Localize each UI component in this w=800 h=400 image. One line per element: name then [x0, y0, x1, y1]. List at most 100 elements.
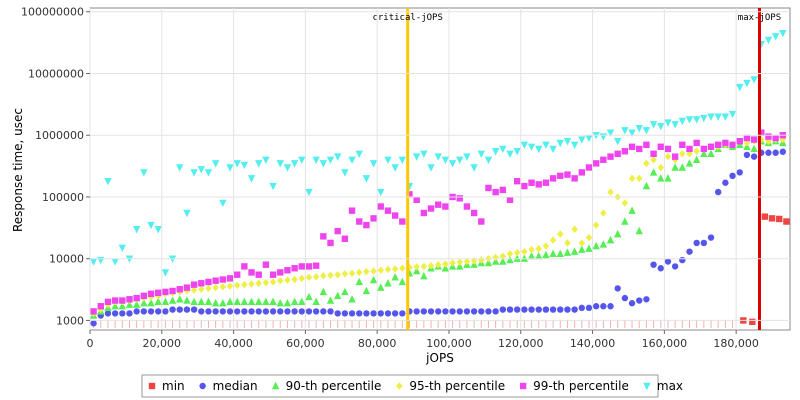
point-99-th-percentile	[140, 292, 148, 300]
point-max	[477, 150, 485, 159]
point-max	[161, 269, 170, 277]
point-median	[621, 294, 629, 302]
point-99-th-percentile	[628, 143, 636, 150]
point-99-th-percentile	[542, 179, 550, 186]
point-max	[219, 199, 227, 208]
point-99-th-percentile	[90, 308, 97, 315]
point-median	[485, 308, 492, 315]
point-99-th-percentile	[413, 196, 420, 203]
point-max	[384, 156, 392, 164]
point-99-th-percentile	[370, 215, 377, 222]
point-median	[600, 303, 607, 310]
point-95-th-percentile	[650, 156, 657, 164]
point-99-th-percentile	[578, 169, 585, 176]
point-median	[212, 308, 219, 315]
point-95-th-percentile	[442, 260, 449, 268]
point-min	[761, 213, 769, 220]
point-95-th-percentile	[391, 265, 399, 273]
point-99-th-percentile	[614, 150, 621, 158]
point-95-th-percentile	[312, 273, 320, 281]
point-90-th-percentile	[290, 297, 299, 306]
point-99-th-percentile	[348, 207, 356, 214]
point-99-th-percentile	[636, 145, 643, 153]
point-median	[198, 308, 205, 315]
point-median	[190, 306, 198, 313]
reference-lines: critical-jOPS max-jOPS	[372, 8, 781, 330]
point-max	[197, 166, 205, 174]
point-95-th-percentile	[628, 174, 636, 183]
point-median	[176, 306, 183, 313]
point-max	[247, 175, 256, 183]
point-max	[226, 164, 234, 172]
point-99-th-percentile	[255, 271, 262, 278]
point-99-th-percentile	[205, 278, 212, 286]
point-99-th-percentile	[772, 134, 779, 142]
point-99-th-percentile	[485, 184, 492, 192]
point-max	[319, 160, 328, 168]
point-median	[578, 304, 585, 312]
point-max	[736, 83, 744, 92]
point-max	[255, 160, 263, 168]
point-99-th-percentile	[521, 182, 528, 190]
point-95-th-percentile	[513, 249, 521, 257]
point-median	[492, 308, 499, 315]
point-90-th-percentile	[700, 149, 708, 158]
point-99-th-percentile	[119, 297, 126, 304]
point-90-th-percentile	[556, 249, 564, 258]
point-max	[570, 141, 579, 149]
series-max	[89, 29, 787, 277]
point-max	[290, 160, 299, 168]
point-90-th-percentile	[204, 297, 213, 306]
point-99-th-percentile	[664, 145, 672, 153]
point-median	[341, 310, 349, 317]
legend-label-min: min	[162, 379, 185, 393]
point-max	[154, 226, 162, 234]
x-axis-ticks: 0 20,000 40,000 60,000 80,000 100,000 120,000 1…	[87, 8, 759, 350]
point-median	[607, 303, 614, 310]
point-median	[557, 306, 564, 313]
point-99-th-percentile	[478, 218, 485, 225]
x-tick-label: 80,000	[358, 337, 397, 350]
point-median	[535, 306, 542, 313]
point-99-th-percentile	[341, 235, 349, 243]
point-max	[140, 169, 148, 177]
point-99-th-percentile	[571, 175, 578, 182]
point-median	[542, 306, 550, 313]
point-90-th-percentile	[147, 299, 155, 307]
point-90-th-percentile	[348, 295, 356, 303]
point-99-th-percentile	[384, 207, 392, 214]
point-99-th-percentile	[686, 145, 693, 153]
point-median	[334, 310, 341, 317]
point-median	[571, 306, 578, 313]
point-90-th-percentile	[319, 287, 328, 296]
point-99-th-percentile	[356, 218, 363, 225]
point-median	[312, 308, 320, 315]
point-max	[276, 160, 284, 168]
point-95-th-percentile	[564, 239, 571, 247]
point-95-th-percentile	[363, 267, 370, 276]
point-max	[132, 226, 141, 234]
point-90-th-percentile	[456, 262, 464, 270]
point-95-th-percentile	[413, 263, 420, 271]
min-stems	[93, 320, 734, 328]
point-95-th-percentile	[600, 209, 607, 217]
point-max	[190, 169, 198, 177]
point-99-th-percentile	[427, 205, 435, 212]
y-tick-label: 100000000	[21, 6, 84, 19]
point-95-th-percentile	[348, 269, 356, 278]
point-90-th-percentile	[197, 297, 205, 306]
point-max	[621, 127, 629, 135]
point-90-th-percentile	[671, 163, 679, 171]
point-90-th-percentile	[412, 266, 421, 275]
point-max	[700, 114, 708, 123]
point-90-th-percentile	[578, 245, 586, 253]
point-99-th-percentile	[277, 269, 284, 276]
point-90-th-percentile	[283, 299, 292, 307]
point-90-th-percentile	[563, 248, 572, 256]
point-max	[204, 169, 213, 177]
legend-swatch-99-th-percentile	[519, 382, 527, 390]
point-max	[491, 148, 500, 156]
x-tick-label: 100,000	[426, 337, 472, 350]
point-90-th-percentile	[341, 287, 349, 296]
point-max	[434, 153, 442, 161]
